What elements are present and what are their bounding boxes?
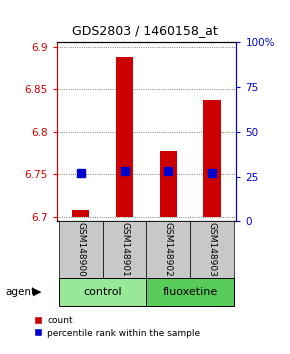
Text: GSM148901: GSM148901 — [120, 222, 129, 277]
Text: GSM148900: GSM148900 — [76, 222, 85, 277]
Point — [78, 170, 83, 176]
Bar — [72, 210, 89, 217]
Bar — [59, 278, 146, 306]
Bar — [146, 278, 234, 306]
Bar — [204, 99, 221, 217]
Bar — [160, 150, 177, 217]
Legend: count, percentile rank within the sample: count, percentile rank within the sample — [34, 316, 200, 338]
Text: fluoxetine: fluoxetine — [163, 287, 218, 297]
Text: GSM148903: GSM148903 — [208, 222, 217, 277]
Point — [210, 170, 215, 176]
Bar — [59, 221, 103, 278]
Text: ▶: ▶ — [33, 287, 42, 297]
Text: agent: agent — [6, 287, 36, 297]
Bar — [116, 57, 133, 217]
Point — [166, 169, 171, 174]
Point — [122, 169, 127, 174]
Bar — [103, 221, 146, 278]
Text: control: control — [83, 287, 122, 297]
Text: GDS2803 / 1460158_at: GDS2803 / 1460158_at — [72, 24, 218, 37]
Text: GSM148902: GSM148902 — [164, 222, 173, 277]
Bar — [146, 221, 190, 278]
Bar — [190, 221, 234, 278]
